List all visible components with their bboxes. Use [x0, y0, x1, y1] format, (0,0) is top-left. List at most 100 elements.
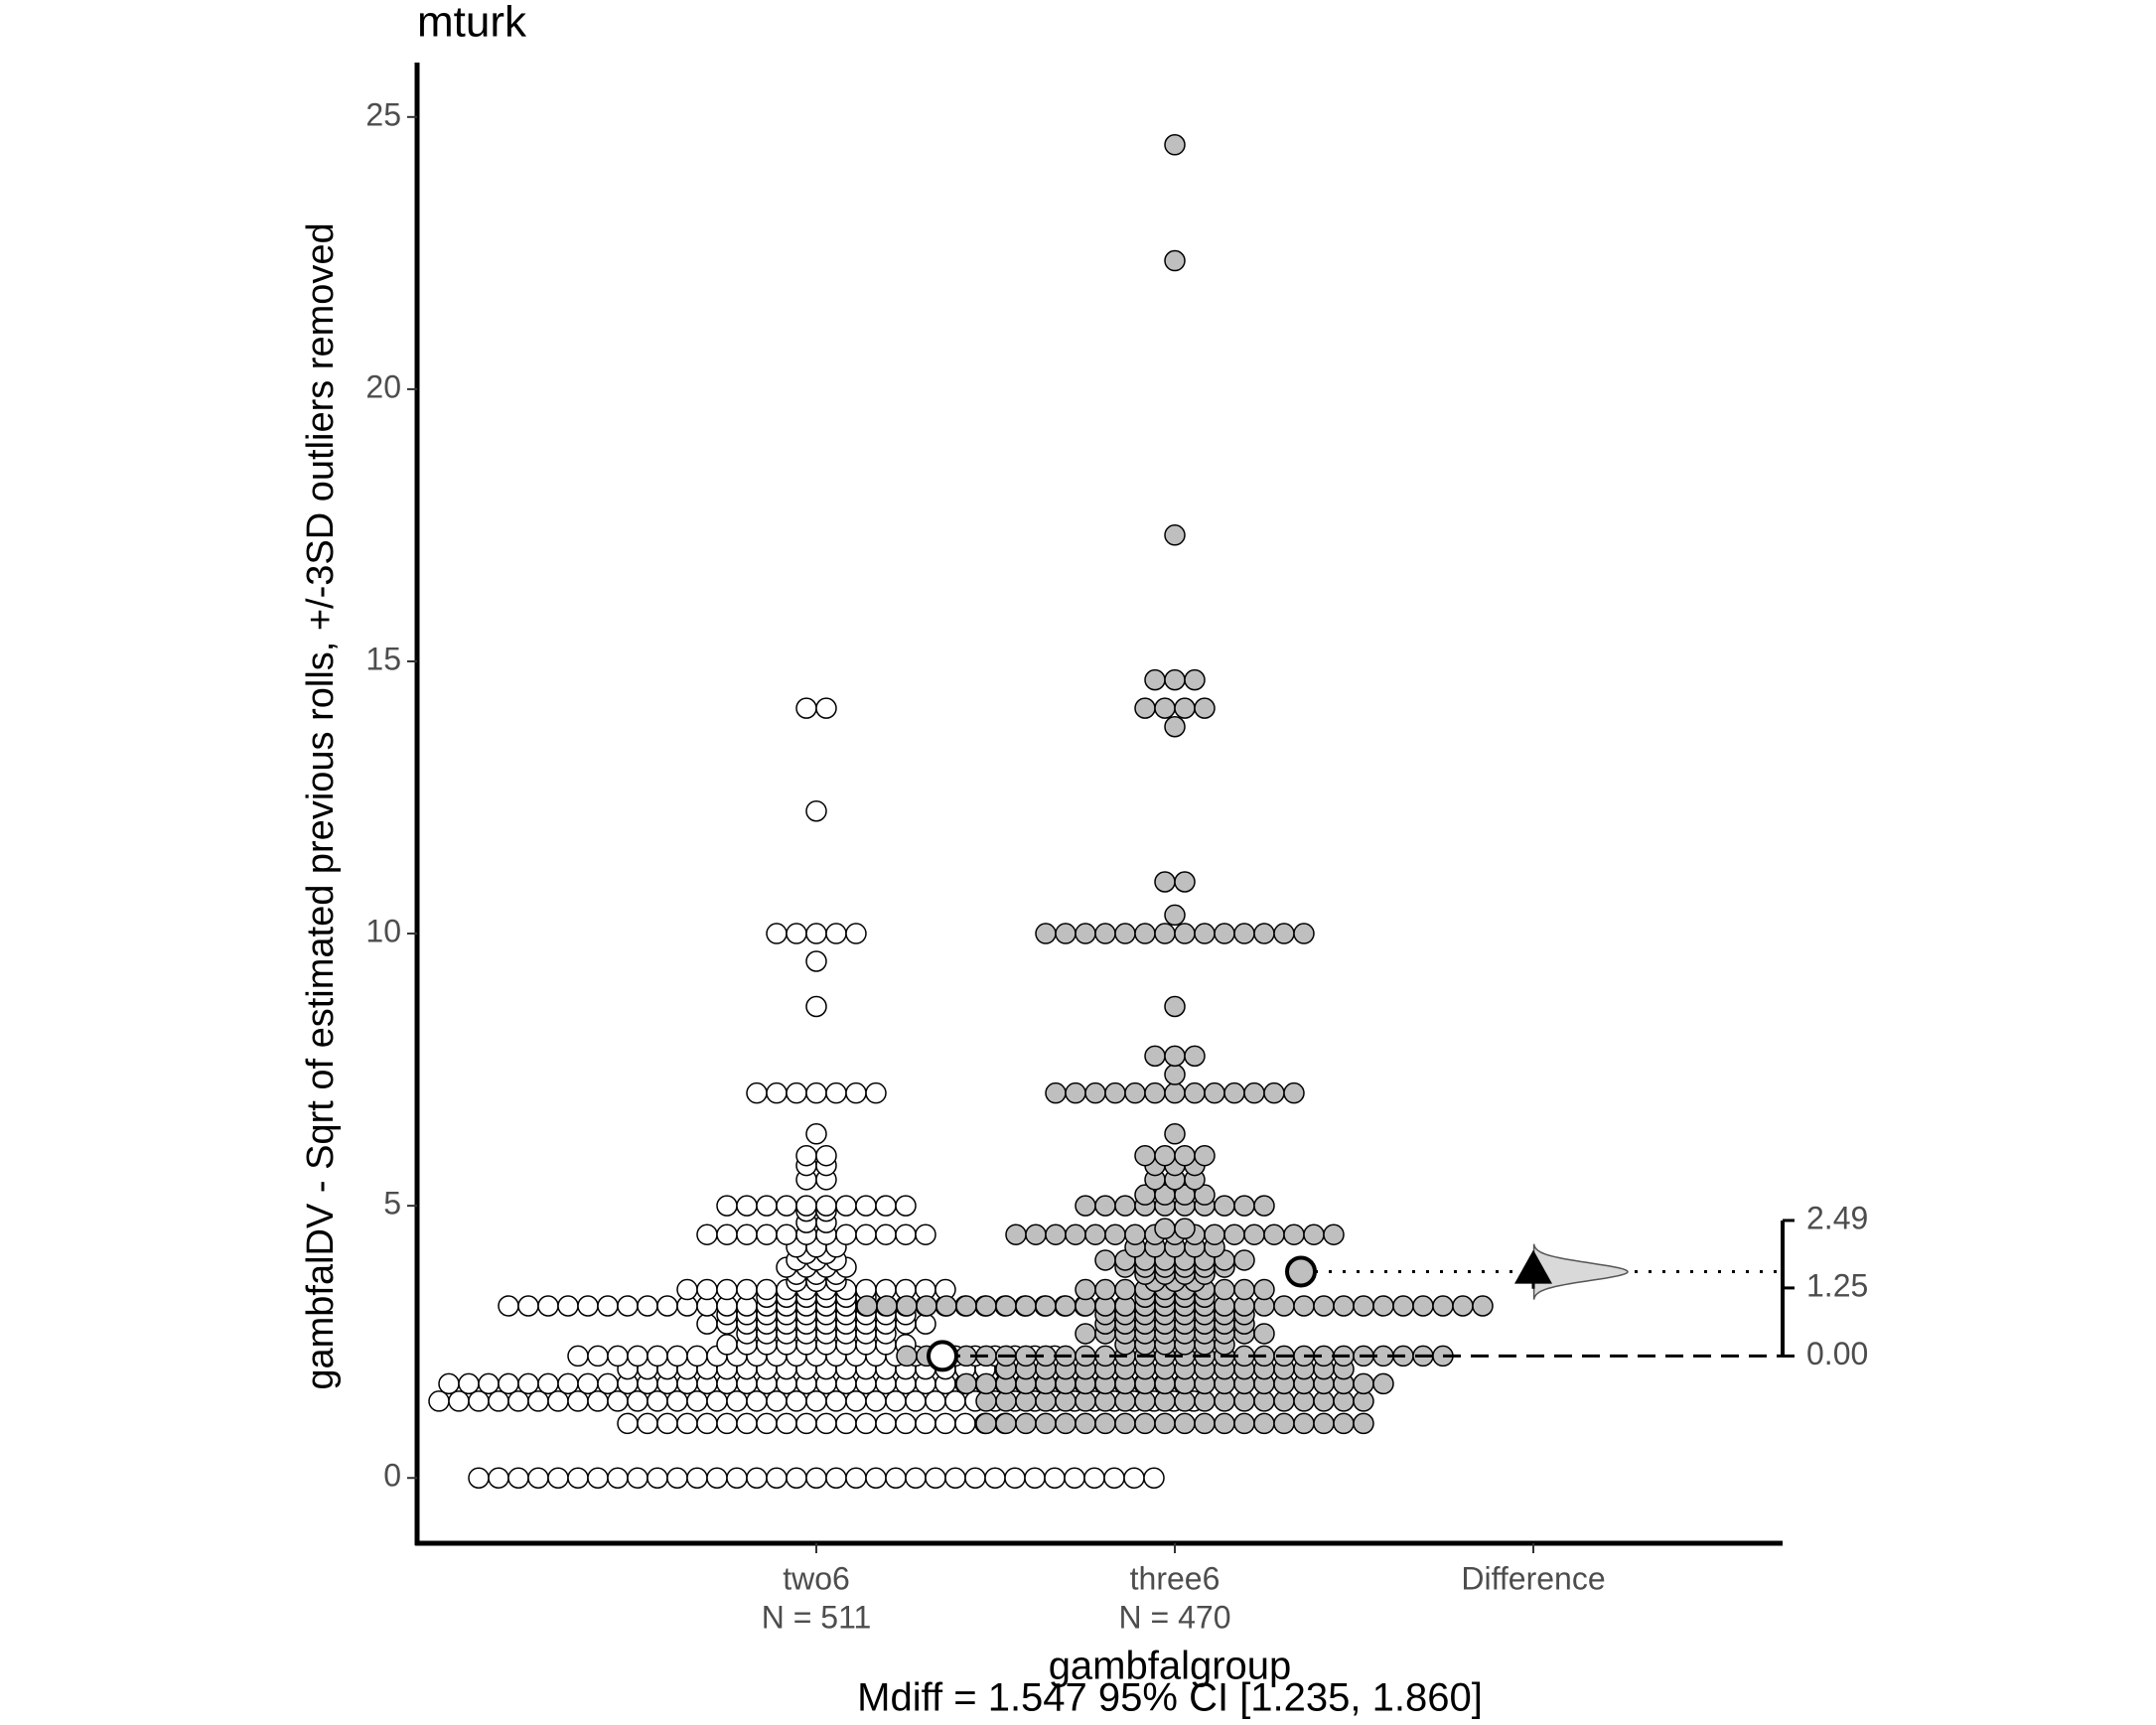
data-point: [1204, 1223, 1225, 1245]
data-point: [1273, 1412, 1295, 1435]
data-point: [1044, 1467, 1066, 1489]
data-point: [1233, 1249, 1255, 1271]
data-point: [865, 1390, 887, 1412]
data-point: [1104, 1223, 1126, 1245]
data-point: [1154, 871, 1176, 893]
data-point: [805, 799, 827, 822]
data-point: [716, 1412, 738, 1435]
data-point: [716, 1195, 738, 1217]
data-point: [1025, 1223, 1047, 1245]
x-tick-label: three6: [1130, 1560, 1221, 1596]
data-point: [716, 1278, 738, 1301]
data-point: [736, 1195, 758, 1217]
data-point: [1055, 1295, 1077, 1317]
data-point: [1035, 923, 1057, 944]
data-point: [1164, 249, 1186, 272]
data-point: [795, 1412, 817, 1435]
data-point: [488, 1467, 509, 1489]
data-point: [934, 1412, 956, 1435]
data-point: [1124, 1081, 1146, 1104]
data-point: [656, 1295, 678, 1317]
data-point: [1114, 1195, 1136, 1217]
data-point: [527, 1390, 549, 1412]
data-point: [1194, 1412, 1216, 1435]
data-point: [1164, 1064, 1186, 1085]
data-point: [557, 1295, 579, 1317]
data-point: [1035, 1295, 1057, 1317]
data-point: [1075, 1412, 1096, 1435]
data-point: [905, 1467, 927, 1489]
data-point: [1154, 923, 1176, 944]
data-point: [1273, 1295, 1295, 1317]
data-point: [875, 1195, 897, 1217]
data-point: [1065, 1223, 1086, 1245]
data-point: [876, 1295, 898, 1317]
data-point: [895, 1223, 917, 1245]
data-point: [537, 1295, 559, 1317]
data-point: [1214, 923, 1235, 944]
y2-tick-label: 2.49: [1806, 1200, 1868, 1235]
data-point: [1004, 1467, 1026, 1489]
data-point: [1243, 1223, 1265, 1245]
data-point: [935, 1295, 957, 1317]
data-point: [766, 1390, 788, 1412]
data-point: [825, 1467, 847, 1489]
data-point: [1005, 1223, 1027, 1245]
data-point: [805, 1390, 827, 1412]
data-point: [686, 1467, 708, 1489]
data-point: [955, 1295, 977, 1317]
data-point: [627, 1390, 648, 1412]
data-point: [825, 1390, 847, 1412]
data-point: [1075, 1278, 1096, 1301]
data-point: [845, 1081, 867, 1104]
data-point: [885, 1390, 907, 1412]
data-point: [676, 1278, 698, 1301]
data-point: [895, 1195, 917, 1217]
data-point: [1353, 1372, 1374, 1395]
data-point: [825, 1081, 847, 1104]
data-point: [1164, 524, 1186, 546]
data-point: [1164, 134, 1186, 156]
data-point: [855, 1412, 877, 1435]
data-point: [1134, 1412, 1156, 1435]
data-point: [706, 1467, 728, 1489]
data-point: [736, 1412, 758, 1435]
data-point: [627, 1345, 648, 1367]
data-point: [845, 923, 867, 944]
y-tick-label: 0: [383, 1458, 401, 1494]
data-point: [577, 1295, 599, 1317]
data-point: [776, 1195, 797, 1217]
data-point: [706, 1390, 728, 1412]
data-point: [1263, 1223, 1285, 1245]
data-point: [1065, 1081, 1086, 1104]
data-point: [1154, 697, 1176, 719]
data-point: [856, 1295, 878, 1317]
data-point: [975, 1295, 997, 1317]
data-point: [1184, 1045, 1206, 1068]
data-point: [855, 1195, 877, 1217]
data-point: [1134, 923, 1156, 944]
data-point: [865, 1081, 887, 1104]
data-point: [1293, 1295, 1315, 1317]
data-point: [1055, 923, 1077, 944]
data-point: [805, 1467, 827, 1489]
data-point: [1353, 1412, 1374, 1435]
data-point: [1015, 1412, 1037, 1435]
data-point: [1333, 1295, 1355, 1317]
data-point: [975, 1372, 997, 1395]
data-point: [1114, 1278, 1136, 1301]
data-point: [1253, 923, 1275, 944]
data-point: [915, 1412, 936, 1435]
data-point: [1233, 1278, 1255, 1301]
data-point: [686, 1390, 708, 1412]
data-point: [1174, 1218, 1196, 1239]
group-mean: [1285, 1255, 1317, 1288]
data-point: [547, 1390, 569, 1412]
data-point: [1164, 668, 1186, 691]
data-point: [1104, 1081, 1126, 1104]
data-point: [954, 1412, 976, 1435]
data-point: [587, 1345, 609, 1367]
data-point: [1283, 1223, 1305, 1245]
data-point: [835, 1223, 857, 1245]
data-point: [786, 1081, 807, 1104]
